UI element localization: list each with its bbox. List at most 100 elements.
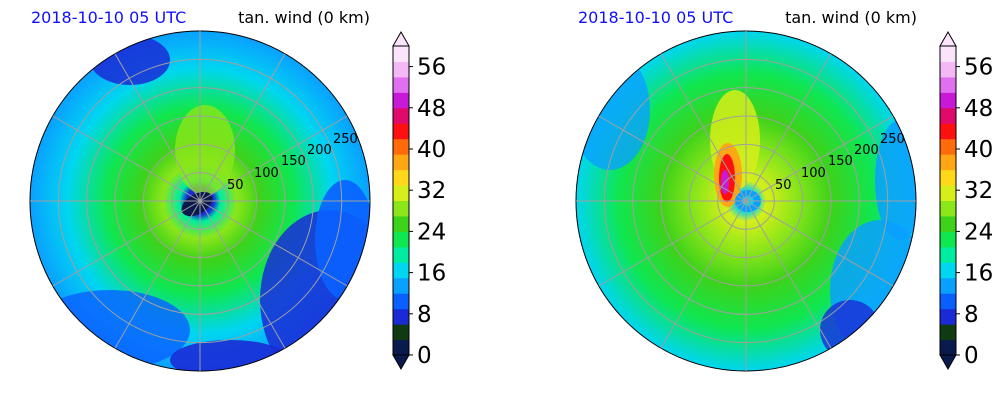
colorbar-swatch [940,61,956,78]
colorbar-swatch [393,123,409,140]
colorbar-tick-label: 24 [417,219,446,245]
colorbar-swatch [393,154,409,171]
radial-tick-label: 250 [333,132,358,147]
colorbar-swatch [940,169,956,186]
radial-tick-label: 50 [227,178,244,193]
radial-tick-label: 50 [775,178,792,193]
colorbar-tick-label: 0 [417,343,432,369]
colorbar-swatch [393,339,409,356]
colorbar-right: 0 8 16 24 32 40 48 56 [939,30,993,371]
colorbar-extend-min [392,354,410,371]
colorbar-swatch [940,277,956,294]
colorbar-swatch [940,76,956,93]
colorbar-swatch [940,308,956,325]
grid-spoke [199,200,286,349]
colorbar-extend-max [939,30,957,47]
colorbar-tick-label: 32 [964,178,993,204]
colorbar-swatch [393,76,409,93]
colorbar-swatch [940,231,956,248]
colorbar-swatch [393,262,409,279]
polar-grid-left [30,31,370,371]
colorbar-swatch [940,200,956,217]
polar-grid-right [576,31,916,371]
colorbar-tick-label: 48 [417,96,446,122]
colorbar-extend-min [939,354,957,371]
colorbar-swatch [393,215,409,232]
polar-panel-left: 2018-10-10 05 UTC tan. wind (0 km) 50 10… [29,8,446,372]
colorbar-swatch [393,185,409,201]
colorbar-swatch [940,138,956,155]
colorbar-tick-label: 56 [964,55,993,81]
colorbar-swatch [940,92,956,109]
colorbar-swatch [393,61,409,78]
colorbar-tick-label: 16 [417,261,446,287]
colorbar-tick-label: 8 [964,302,979,328]
colorbar-swatch [940,154,956,171]
panel-left-date: 2018-10-10 05 UTC [31,8,186,27]
grid-spoke [114,200,201,349]
grid-spoke [745,53,832,202]
radial-tick-label: 200 [307,143,332,158]
colorbar-swatch [940,107,956,124]
colorbar-tick-label: 48 [964,96,993,122]
colorbar-swatch [393,107,409,124]
polar-panel-right: 2018-10-10 05 UTC tan. wind (0 km) 50 10… [575,8,993,372]
colorbar-tick-label: 32 [417,178,446,204]
colorbar-tick-label: 8 [417,302,432,328]
colorbar-swatch [393,246,409,263]
grid-spoke [199,200,348,287]
radial-tick-label: 100 [801,166,826,181]
grid-spoke [745,200,894,287]
colorbar-swatch [940,123,956,140]
colorbar-tick-label: 0 [964,343,979,369]
colorbar-swatch [393,138,409,155]
grid-spoke [745,115,894,202]
colorbar-left: 0 8 16 24 32 40 48 56 [392,30,446,371]
colorbar-extend-max [392,30,410,47]
colorbar-swatch [393,200,409,217]
colorbar-swatch [393,46,409,62]
colorbar-swatch [393,169,409,186]
radial-ticks-left: 50 100 150 200 250 [227,132,358,193]
grid-spoke [598,200,747,287]
colorbar-swatch [940,215,956,232]
grid-spoke [660,200,747,349]
colorbar-tick-label: 56 [417,55,446,81]
radial-tick-label: 150 [281,154,306,169]
grid-spoke [52,200,201,287]
grid-spoke [199,115,348,202]
colorbar-swatch [940,293,956,310]
radial-tick-label: 150 [828,154,853,169]
colorbar-swatch [940,46,956,62]
grid-spoke [745,200,832,349]
panel-right-variable: tan. wind (0 km) [785,8,917,27]
colorbar-tick-label: 40 [964,137,993,163]
colorbar-tick-label: 40 [417,137,446,163]
colorbar-swatch [393,324,409,341]
colorbar-swatch [393,308,409,325]
radial-tick-label: 250 [880,132,905,147]
colorbar-swatch [940,246,956,263]
colorbar-swatch [940,185,956,201]
colorbar-frame [392,45,410,356]
colorbar-swatch [940,262,956,279]
grid-spoke [598,115,747,202]
radial-tick-label: 100 [254,166,279,181]
panel-right-date: 2018-10-10 05 UTC [578,8,733,27]
colorbar-frame [939,45,957,356]
grid-spoke [660,53,747,202]
colorbar-tick-label: 24 [964,219,993,245]
radial-ticks-right: 50 100 150 200 250 [775,132,905,193]
colorbar-swatch [940,339,956,356]
colorbar-swatch [393,231,409,248]
colorbar-swatch [393,92,409,109]
radial-tick-label: 200 [854,143,879,158]
panel-left-variable: tan. wind (0 km) [238,8,370,27]
colorbar-tick-label: 16 [964,261,993,287]
colorbar-swatch [393,293,409,310]
grid-spoke [199,53,286,202]
colorbar-swatch [393,277,409,294]
wind-field-left [30,31,370,371]
grid-spoke [114,53,201,202]
